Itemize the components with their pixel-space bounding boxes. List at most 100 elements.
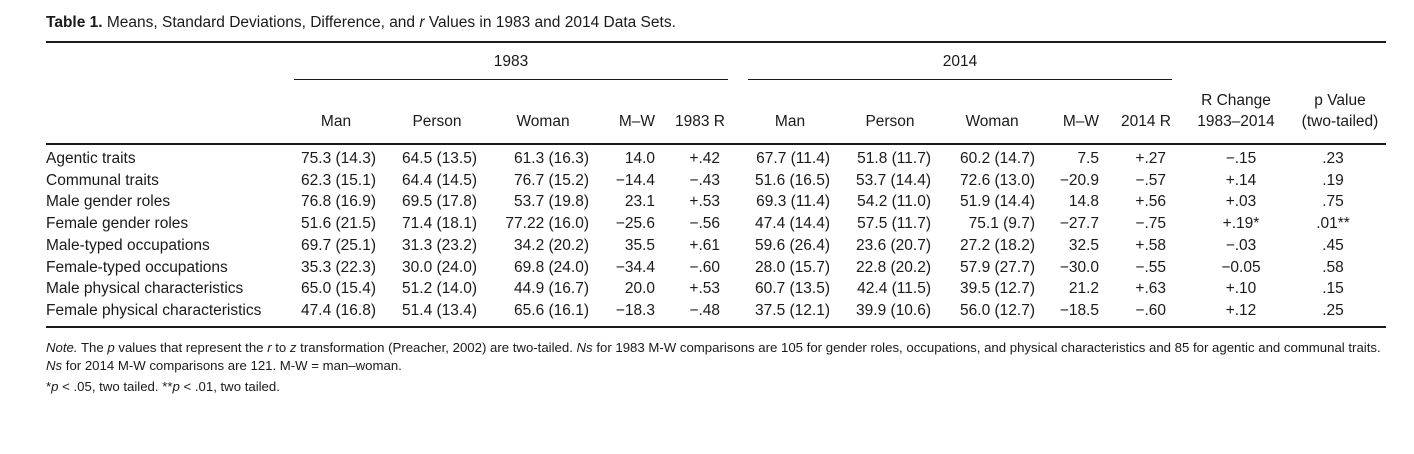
column-header: Woman	[965, 113, 1019, 130]
group-header: 2014	[942, 53, 978, 70]
column-header: M–W	[1062, 113, 1099, 130]
footnote-text: < .01, two tailed.	[179, 379, 280, 394]
table-cell: .45	[1322, 236, 1344, 254]
table-cell: 54.2 (11.0)	[857, 193, 931, 211]
caption-text-end: Values in 1983 and 2014 Data Sets.	[424, 14, 676, 31]
table-label: Table 1.	[46, 14, 103, 31]
note-text: The	[77, 340, 108, 355]
table-cell: 76.7 (15.2)	[514, 171, 589, 189]
table-cell: 69.8 (24.0)	[514, 258, 589, 276]
table-cell: 44.9 (16.7)	[514, 280, 589, 298]
table-cell: −34.4	[615, 258, 655, 276]
table-cell: 22.8 (20.2)	[856, 258, 931, 276]
table-cell: .19	[1322, 171, 1344, 189]
table-cell: +.03	[1225, 193, 1257, 211]
table-cell: 72.6 (13.0)	[960, 171, 1035, 189]
column-header-p-value: p Value (two-tailed)	[1302, 90, 1379, 132]
table-cell: 51.2 (14.0)	[402, 280, 477, 298]
table-cell: +.42	[689, 150, 720, 167]
table-cell: −.57	[1135, 171, 1166, 189]
table-cell: −25.6	[615, 215, 655, 233]
table-cell: −0.05	[1221, 258, 1261, 276]
table-cell: 71.4 (18.1)	[402, 215, 477, 233]
table-note: Note. The p values that represent the r …	[46, 339, 1391, 374]
table-cell: −.75	[1135, 215, 1166, 233]
table-cell: 60.2 (14.7)	[960, 150, 1035, 167]
table-cell: +.53	[689, 193, 720, 211]
table-cell: −.03	[1225, 236, 1257, 254]
table-cell: +.14	[1225, 171, 1257, 189]
table-cell: 23.6 (20.7)	[856, 236, 931, 254]
table-cell: 57.5 (11.7)	[857, 215, 931, 233]
table-cell: 30.0 (24.0)	[402, 258, 477, 276]
table-cell: 39.5 (12.7)	[960, 280, 1035, 298]
footnote-text: *	[46, 379, 52, 394]
table-cell: 75.1 (9.7)	[968, 215, 1035, 233]
table-cell: 27.2 (18.2)	[960, 236, 1035, 254]
header-bottom-rule	[46, 143, 1386, 145]
group-header: 1983	[493, 53, 529, 70]
table-cell: 32.5	[1068, 236, 1099, 254]
table-cell: +.19*	[1222, 215, 1260, 233]
table-cell: 7.5	[1077, 150, 1099, 167]
group-rule-2014	[748, 79, 1172, 80]
note-text: for 1983 M-W comparisons are 105 for gen…	[592, 340, 1381, 355]
table-cell: −30.0	[1059, 258, 1099, 276]
table-cell: 51.4 (13.4)	[402, 301, 477, 319]
caption-italic-r: r	[419, 14, 425, 31]
table-cell: 69.3 (11.4)	[756, 193, 830, 211]
table-cell: 28.0 (15.7)	[755, 258, 830, 276]
table-cell: +.53	[689, 280, 720, 298]
column-header: Person	[412, 113, 462, 130]
table-cell: 51.9 (14.4)	[960, 193, 1035, 211]
table-cell: 77.22 (16.0)	[505, 215, 589, 233]
table-cell: +.58	[1135, 236, 1166, 254]
table-cell: 39.9 (10.6)	[856, 301, 931, 319]
table-cell: −.56	[689, 215, 720, 233]
table-cell: +.12	[1225, 301, 1257, 319]
table-cell: .01**	[1316, 215, 1350, 233]
note-text: values that represent the	[114, 340, 268, 355]
note-italic: Ns	[576, 340, 593, 355]
row-label: Male gender roles	[46, 193, 171, 211]
table-cell: +.10	[1225, 280, 1257, 298]
row-label: Male-typed occupations	[46, 236, 210, 254]
table-cell: .23	[1322, 150, 1344, 167]
column-header: M–W	[618, 113, 655, 130]
r-change-line1: R Change	[1201, 92, 1271, 109]
table-cell: 75.3 (14.3)	[301, 150, 376, 167]
footnote-text: < .05, two tailed. **	[58, 379, 173, 394]
note-text: to	[271, 340, 290, 355]
column-header: 2014 R	[1121, 113, 1171, 130]
p-value-line2: (two-tailed)	[1301, 113, 1379, 130]
table-cell: 53.7 (14.4)	[856, 171, 931, 189]
row-label: Female gender roles	[46, 215, 189, 233]
row-label: Male physical characteristics	[46, 280, 244, 298]
table-cell: −20.9	[1059, 171, 1099, 189]
table-cell: 69.5 (17.8)	[402, 193, 477, 211]
table-cell: 69.7 (25.1)	[301, 236, 376, 254]
table-cell: −18.3	[615, 301, 655, 319]
table-cell: 53.7 (19.8)	[514, 193, 589, 211]
table-cell: 65.6 (16.1)	[514, 301, 589, 319]
table-cell: +.63	[1135, 280, 1166, 298]
table-cell: 47.4 (14.4)	[755, 215, 830, 233]
table-cell: 51.6 (21.5)	[301, 215, 376, 233]
row-label: Female-typed occupations	[46, 258, 228, 276]
note-italic: z	[289, 340, 297, 355]
table-cell: +.61	[689, 236, 720, 254]
row-label: Female physical characteristics	[46, 301, 262, 319]
footnote-italic: p	[51, 379, 59, 394]
table-cell: −.43	[689, 171, 720, 189]
table-cell: 47.4 (16.8)	[301, 301, 376, 319]
table-cell: 61.3 (16.3)	[514, 150, 589, 167]
p-value-line1: p Value	[1314, 92, 1366, 109]
table-cell: .25	[1322, 301, 1344, 319]
table-cell: 56.0 (12.7)	[960, 301, 1035, 319]
table-cell: 20.0	[624, 280, 655, 298]
table-cell: 59.6 (26.4)	[755, 236, 830, 254]
table-cell: 60.7 (13.5)	[755, 280, 830, 298]
top-rule	[46, 41, 1386, 43]
table-cell: −18.5	[1059, 301, 1099, 319]
table-cell: −.48	[689, 301, 720, 319]
